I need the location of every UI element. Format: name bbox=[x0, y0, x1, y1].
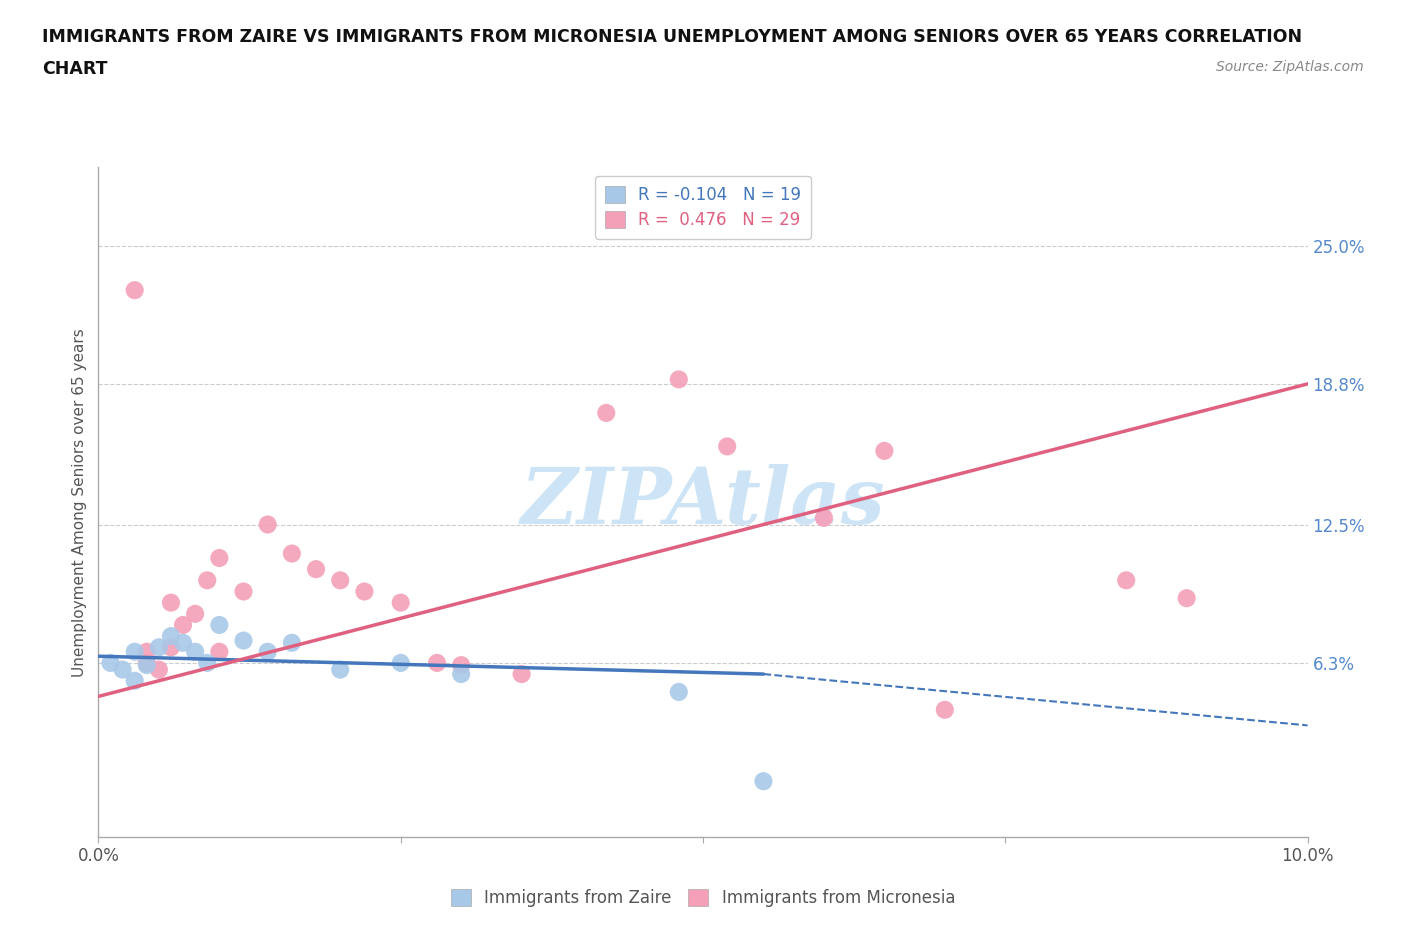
Point bbox=[329, 573, 352, 588]
Point bbox=[281, 546, 304, 561]
Text: IMMIGRANTS FROM ZAIRE VS IMMIGRANTS FROM MICRONESIA UNEMPLOYMENT AMONG SENIORS O: IMMIGRANTS FROM ZAIRE VS IMMIGRANTS FROM… bbox=[42, 28, 1302, 46]
Point bbox=[148, 640, 170, 655]
Point bbox=[1115, 573, 1137, 588]
Point bbox=[111, 662, 134, 677]
Text: Source: ZipAtlas.com: Source: ZipAtlas.com bbox=[1216, 60, 1364, 74]
Point bbox=[450, 667, 472, 682]
Legend: Immigrants from Zaire, Immigrants from Micronesia: Immigrants from Zaire, Immigrants from M… bbox=[443, 881, 963, 916]
Point bbox=[934, 702, 956, 717]
Point bbox=[716, 439, 738, 454]
Point bbox=[510, 667, 533, 682]
Point bbox=[353, 584, 375, 599]
Y-axis label: Unemployment Among Seniors over 65 years: Unemployment Among Seniors over 65 years bbox=[72, 328, 87, 677]
Point bbox=[305, 562, 328, 577]
Point bbox=[172, 618, 194, 632]
Text: CHART: CHART bbox=[42, 60, 108, 78]
Point bbox=[752, 774, 775, 789]
Point bbox=[389, 595, 412, 610]
Point bbox=[184, 606, 207, 621]
Point bbox=[450, 658, 472, 672]
Point bbox=[135, 644, 157, 659]
Point bbox=[124, 283, 146, 298]
Point bbox=[148, 662, 170, 677]
Point bbox=[426, 656, 449, 671]
Point bbox=[668, 372, 690, 387]
Point bbox=[160, 640, 183, 655]
Point bbox=[1175, 591, 1198, 605]
Point bbox=[329, 662, 352, 677]
Point bbox=[232, 584, 254, 599]
Point bbox=[208, 551, 231, 565]
Point bbox=[208, 644, 231, 659]
Point bbox=[184, 644, 207, 659]
Point bbox=[160, 629, 183, 644]
Point bbox=[195, 656, 218, 671]
Point bbox=[135, 658, 157, 672]
Point bbox=[124, 644, 146, 659]
Point bbox=[135, 656, 157, 671]
Point bbox=[873, 444, 896, 458]
Text: ZIPAtlas: ZIPAtlas bbox=[520, 464, 886, 540]
Point bbox=[668, 684, 690, 699]
Point bbox=[208, 618, 231, 632]
Point bbox=[100, 656, 122, 671]
Point bbox=[389, 656, 412, 671]
Point bbox=[195, 573, 218, 588]
Point bbox=[256, 644, 278, 659]
Point bbox=[595, 405, 617, 420]
Point bbox=[124, 673, 146, 688]
Point bbox=[172, 635, 194, 650]
Point bbox=[256, 517, 278, 532]
Point bbox=[813, 511, 835, 525]
Point bbox=[160, 595, 183, 610]
Point bbox=[232, 633, 254, 648]
Point bbox=[281, 635, 304, 650]
